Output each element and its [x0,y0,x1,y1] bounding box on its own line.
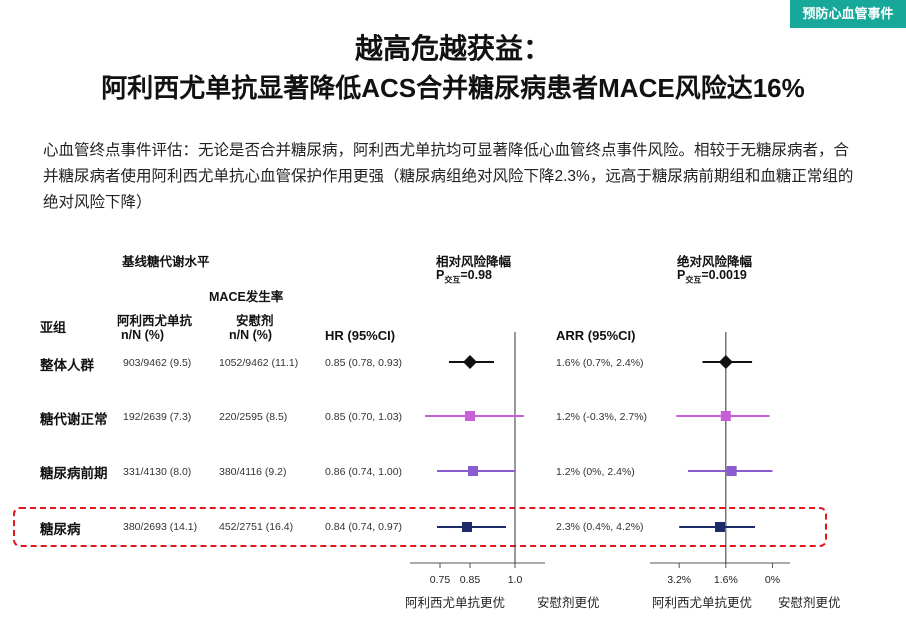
row-hr-normoglycemia: 0.85 (0.70, 1.03) [325,411,403,423]
hr-point-overall [463,355,477,369]
drug-header: 阿利西尤单抗 [117,314,193,328]
row-arr-overall: 1.6% (0.7%, 2.4%) [556,357,644,369]
diabetes-highlight-box [13,507,827,547]
arr-tick-label: 0% [765,574,780,586]
row-arr-normoglycemia: 1.2% (-0.3%, 2.7%) [556,411,648,423]
arr-tick-label: 3.2% [667,574,691,586]
row-drug-diabetes: 380/2693 (14.1) [123,521,198,533]
arr-point-diabetes [715,522,725,532]
row-hr-prediabetes: 0.86 (0.74, 1.00) [325,466,403,478]
row-hr-overall: 0.85 (0.78, 0.93) [325,357,403,369]
row-placebo-overall: 1052/9462 (11.1) [219,357,299,369]
mace-rate-header: MACE发生率 [209,290,284,304]
row-placebo-normoglycemia: 220/2595 (8.5) [219,411,288,423]
hr-favors-drug: 阿利西尤单抗更优 [405,596,506,610]
arr-title: 绝对风险降幅 [677,255,753,269]
baseline-header: 基线糖代谢水平 [122,255,210,269]
row-drug-prediabetes: 331/4130 (8.0) [123,466,192,478]
arr-point-normoglycemia [720,411,731,421]
category-tag: 预防心血管事件 [790,0,906,28]
row-name-diabetes: 糖尿病 [40,522,81,537]
arr-favors-drug: 阿利西尤单抗更优 [652,596,753,610]
hr-tick-label: 0.75 [430,574,451,586]
arr-header: ARR (95%CI) [556,328,636,343]
arr-favors-placebo: 安慰剂更优 [778,596,841,610]
arr-point-overall [718,355,733,369]
row-drug-overall: 903/9462 (9.5) [123,357,192,369]
subgroup-header: 亚组 [40,320,67,335]
arr-p-value: P交互=0.0019 [677,268,747,285]
placebo-n-header: n/N (%) [229,328,273,342]
row-name-prediabetes: 糖尿病前期 [40,466,108,481]
page-title: 越高危越获益： [354,33,551,64]
description-text: 心血管终点事件评估：无论是否合并糖尿病，阿利西尤单抗均可显著降低心血管终点事件风… [43,142,854,211]
hr-tick-label: 1.0 [508,574,523,586]
row-name-normoglycemia: 糖代谢正常 [40,412,108,427]
row-hr-diabetes: 0.84 (0.74, 0.97) [325,521,403,533]
rrr-title: 相对风险降幅 [436,255,512,269]
rrr-p-value: P交互=0.98 [436,268,492,285]
arr-tick-label: 1.6% [714,574,738,586]
hr-point-diabetes [462,522,472,532]
hr-favors-placebo: 安慰剂更优 [537,596,600,610]
hr-tick-label: 0.85 [460,574,481,586]
arr-point-prediabetes [726,466,737,476]
page-subtitle: 阿利西尤单抗显著降低ACS合并糖尿病患者MACE风险达16% [101,73,805,103]
drug-n-header: n/N (%) [121,328,165,342]
hr-point-normoglycemia [465,411,475,421]
row-placebo-prediabetes: 380/4116 (9.2) [219,466,287,478]
hr-point-prediabetes [468,466,478,476]
row-arr-prediabetes: 1.2% (0%, 2.4%) [556,466,635,478]
placebo-header: 安慰剂 [236,314,274,328]
row-drug-normoglycemia: 192/2639 (7.3) [123,411,192,423]
row-arr-diabetes: 2.3% (0.4%, 4.2%) [556,521,644,533]
row-name-overall: 整体人群 [40,358,94,373]
row-placebo-diabetes: 452/2751 (16.4) [219,521,294,533]
hr-header: HR (95%CI) [325,328,396,343]
